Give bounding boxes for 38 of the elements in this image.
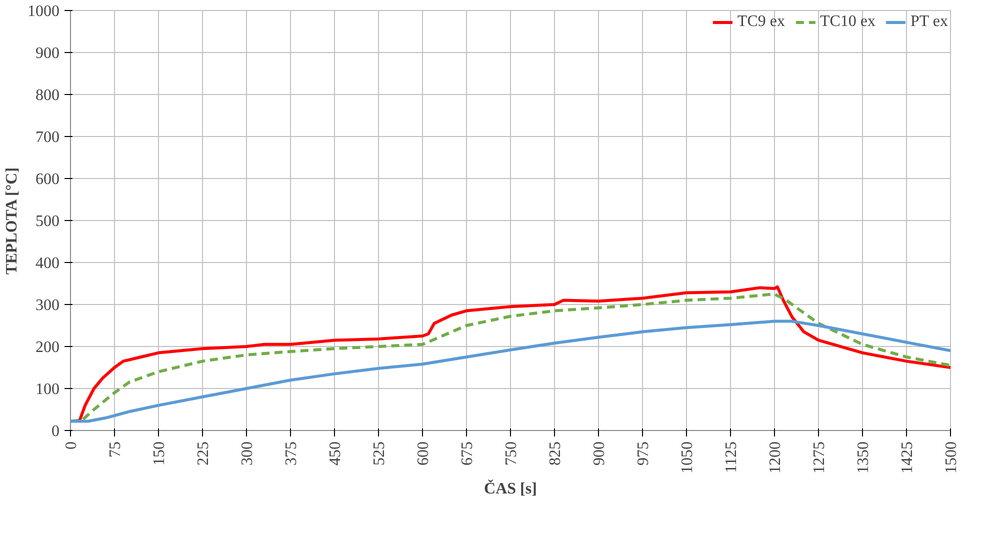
y-tick-label: 100 <box>36 381 60 398</box>
x-tick-label: 1275 <box>811 442 828 474</box>
legend-label: TC9 ex <box>737 13 785 31</box>
legend-label: TC10 ex <box>820 13 876 31</box>
x-tick-label: 600 <box>415 442 432 466</box>
x-tick-label: 375 <box>283 442 300 466</box>
x-tick-label: 825 <box>547 442 564 466</box>
y-tick-label: 300 <box>36 297 60 314</box>
x-tick-label: 75 <box>107 442 124 458</box>
x-tick-label: 1350 <box>855 442 872 474</box>
x-tick-label: 225 <box>195 442 212 466</box>
x-tick-label: 525 <box>371 442 388 466</box>
y-axis-title: TEPLOTA [°C] <box>4 167 20 274</box>
y-tick-label: 900 <box>36 45 60 62</box>
x-tick-label: 1425 <box>899 442 916 474</box>
x-tick-label: 675 <box>459 442 476 466</box>
y-tick-label: 500 <box>36 213 60 230</box>
x-tick-label: 750 <box>503 442 520 466</box>
y-tick-label: 700 <box>36 129 60 146</box>
y-tick-label: 800 <box>36 87 60 104</box>
x-tick-label: 1500 <box>943 442 960 474</box>
x-tick-label: 900 <box>591 442 608 466</box>
y-tick-label: 600 <box>36 171 60 188</box>
x-axis-title: ČAS [s] <box>484 480 537 498</box>
x-tick-label: 1200 <box>767 442 784 474</box>
x-tick-label: 1050 <box>679 442 696 474</box>
y-tick-label: 200 <box>36 339 60 356</box>
x-tick-label: 300 <box>239 442 256 466</box>
y-tick-label: 0 <box>52 423 60 440</box>
x-tick-label: 0 <box>63 442 80 450</box>
line-series <box>70 320 950 423</box>
x-tick-label: 150 <box>151 442 168 466</box>
x-tick-label: 975 <box>635 442 652 466</box>
y-tick-label: 400 <box>36 255 60 272</box>
x-tick-label: 1125 <box>723 442 740 473</box>
x-tick-label: 450 <box>327 442 344 466</box>
y-tick-label: 1000 <box>28 3 60 20</box>
legend-label: PT ex <box>910 13 948 31</box>
